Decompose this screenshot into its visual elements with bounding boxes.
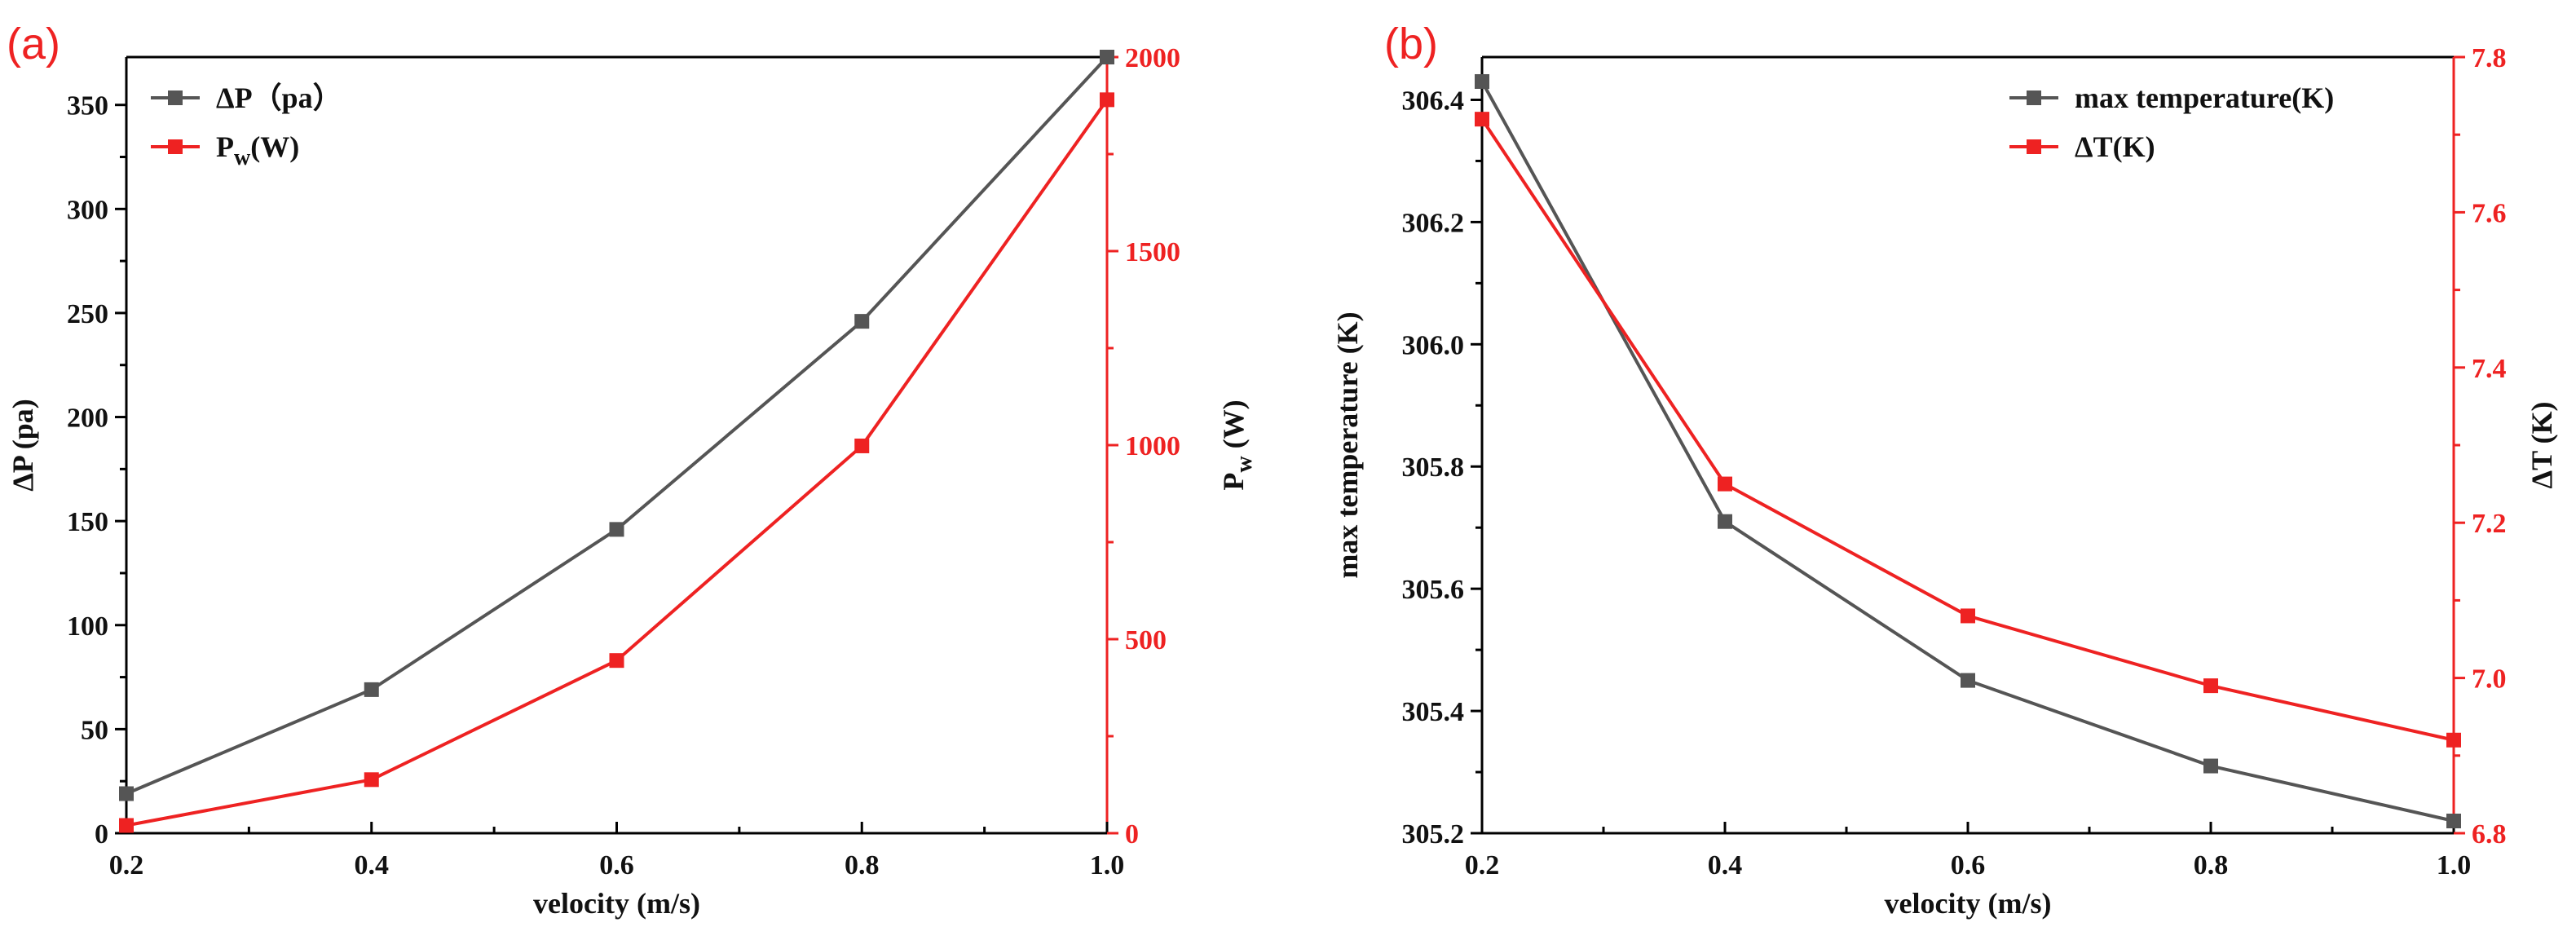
- left-y-axis-label: ΔP (pa): [7, 399, 39, 492]
- left-y-tick-label: 306.4: [1402, 86, 1465, 116]
- chart-b: 0.2 0.4 0.6 0.8 1.0 velocity (m/s) 305.2 305.4 3…: [1331, 20, 2558, 920]
- left-y-tick-label: 305.4: [1402, 697, 1465, 727]
- data-point-marker: [854, 438, 870, 453]
- right-y-axis-label: Pw (W): [1217, 399, 1257, 490]
- legend-label: ΔT(K): [2075, 130, 2155, 163]
- x-tick-label: 0.2: [1465, 850, 1500, 880]
- x-tick-label: 0.6: [599, 850, 634, 880]
- data-point-marker: [2446, 814, 2461, 829]
- left-y-tick-label: 306.2: [1402, 208, 1465, 238]
- right-y-tick-label: 1000: [1125, 431, 1180, 461]
- left-y-tick-label: 50: [81, 715, 108, 745]
- right-y-tick-label: 7.4: [2472, 354, 2507, 384]
- data-point-marker: [1475, 112, 1489, 127]
- data-point-marker: [1718, 514, 1732, 529]
- x-tick-label: 0.8: [2194, 850, 2229, 880]
- data-point-marker: [119, 818, 134, 833]
- left-y-tick-label: 150: [67, 507, 108, 537]
- data-point-marker: [1475, 73, 1489, 89]
- right-y-tick-label: 2000: [1125, 43, 1180, 73]
- series-line: [126, 99, 1109, 827]
- chart-a: 0.2 0.4 0.6 0.8 1.0 velocity (m/s) 0 50 100 150 20…: [7, 20, 1257, 920]
- data-point-marker: [2203, 758, 2218, 774]
- legend-label: ΔP（pa）: [216, 82, 342, 114]
- x-tick-label: 0.4: [355, 850, 390, 880]
- series-line: [126, 55, 1109, 796]
- legend-marker: [168, 90, 183, 105]
- x-axis-label: velocity (m/s): [1885, 887, 2052, 920]
- x-tick-label: 0.6: [1951, 850, 1986, 880]
- left-y-tick-label: 0: [95, 819, 108, 850]
- x-tick-label: 1.0: [2437, 850, 2472, 880]
- data-point-marker: [1100, 92, 1114, 108]
- x-tick-label: 0.2: [109, 850, 144, 880]
- series-line: [1480, 118, 2455, 742]
- left-y-tick-label: 200: [67, 404, 108, 434]
- right-y-tick-label: 7.8: [2472, 43, 2507, 73]
- panel-label: (a): [7, 20, 60, 68]
- series-line: [1480, 81, 2455, 823]
- right-y-axis-label: ΔT (K): [2525, 402, 2558, 489]
- legend-label: max temperature(K): [2075, 82, 2334, 114]
- left-y-axis-label: max temperature (K): [1331, 311, 1364, 578]
- data-point-marker: [2203, 678, 2218, 694]
- legend-label: Pw(W): [216, 130, 299, 170]
- right-y-tick-label: 6.8: [2472, 819, 2507, 850]
- left-y-tick-label: 305.8: [1402, 452, 1465, 483]
- right-y-tick-label: 1500: [1125, 237, 1180, 267]
- left-y-tick-label: 300: [67, 195, 108, 225]
- data-point-marker: [2446, 732, 2461, 748]
- left-y-tick-label: 250: [67, 299, 108, 329]
- data-point-marker: [609, 522, 624, 537]
- x-tick-label: 0.4: [1708, 850, 1743, 880]
- x-tick-label: 1.0: [1090, 850, 1125, 880]
- right-y-tick-label: 7.2: [2472, 509, 2507, 539]
- data-point-marker: [609, 653, 624, 669]
- left-y-tick-label: 305.6: [1402, 575, 1465, 605]
- right-y-tick-label: 0: [1125, 819, 1139, 850]
- left-y-tick-label: 100: [67, 611, 108, 642]
- data-point-marker: [854, 314, 870, 329]
- data-point-marker: [119, 786, 134, 801]
- x-axis-label: velocity (m/s): [533, 887, 700, 920]
- left-y-tick-label: 305.2: [1402, 819, 1465, 850]
- x-tick-label: 0.8: [845, 850, 880, 880]
- data-point-marker: [364, 772, 379, 788]
- data-point-marker: [1100, 50, 1114, 64]
- right-y-tick-label: 7.0: [2472, 664, 2507, 695]
- right-y-tick-label: 7.6: [2472, 198, 2507, 228]
- legend-marker: [168, 139, 183, 154]
- legend-marker: [2027, 139, 2041, 154]
- panel-label: (b): [1384, 20, 1438, 68]
- left-y-tick-label: 306.0: [1402, 330, 1465, 360]
- data-point-marker: [1961, 608, 1975, 624]
- right-y-tick-label: 500: [1125, 625, 1167, 655]
- left-y-tick-label: 350: [67, 91, 108, 121]
- legend-marker: [2027, 90, 2041, 105]
- data-point-marker: [1718, 476, 1732, 492]
- data-point-marker: [364, 682, 379, 697]
- data-point-marker: [1961, 673, 1975, 688]
